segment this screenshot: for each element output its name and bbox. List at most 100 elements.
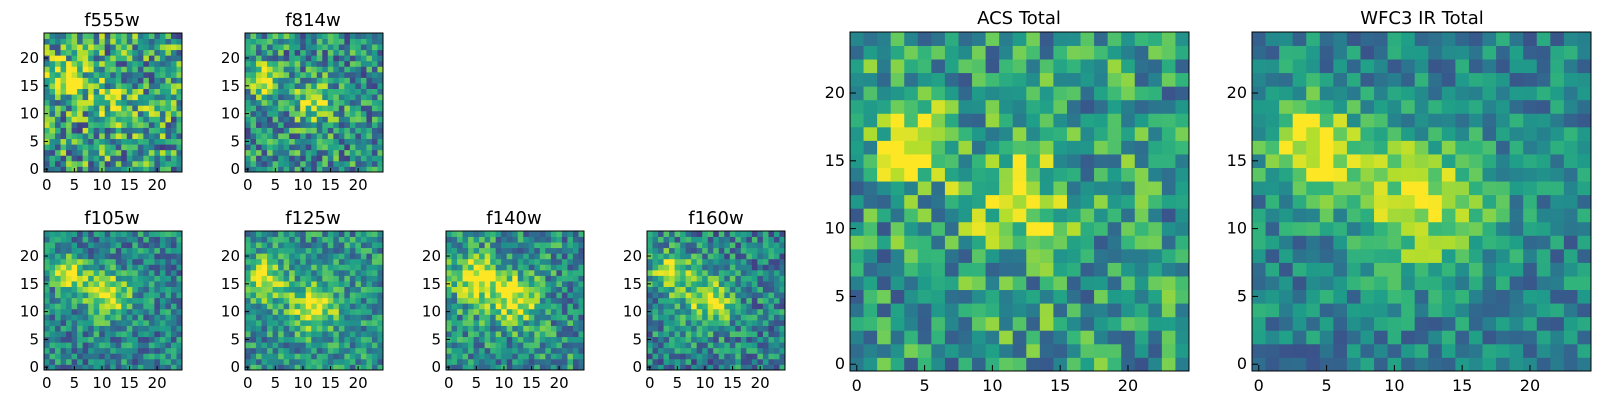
heatmap-cell bbox=[479, 258, 486, 265]
heatmap-cell bbox=[366, 121, 373, 128]
heatmap-cell bbox=[685, 247, 692, 254]
heatmap-cell bbox=[261, 66, 268, 73]
heatmap-cell bbox=[71, 314, 78, 321]
heatmap-cell bbox=[501, 247, 508, 254]
heatmap-cell bbox=[66, 364, 72, 371]
heatmap-cell bbox=[66, 281, 72, 287]
heatmap-cell bbox=[294, 364, 301, 371]
heatmap-cell bbox=[148, 342, 155, 349]
heatmap-cell bbox=[261, 155, 268, 162]
heatmap-cell bbox=[1175, 86, 1190, 101]
heatmap-cell bbox=[126, 49, 133, 56]
heatmap-cell bbox=[904, 303, 919, 318]
heatmap-cell bbox=[479, 269, 486, 276]
heatmap-cell bbox=[132, 308, 139, 315]
heatmap-cell bbox=[877, 357, 892, 372]
heatmap-cell bbox=[702, 281, 709, 287]
heatmap-cell bbox=[484, 303, 491, 310]
heatmap-cell bbox=[958, 262, 973, 277]
heatmap-cell bbox=[702, 236, 709, 243]
heatmap-cell bbox=[250, 275, 257, 282]
heatmap-cell bbox=[55, 364, 61, 371]
heatmap-cell bbox=[55, 281, 61, 287]
heatmap-cell bbox=[985, 126, 1000, 141]
heatmap-cell bbox=[1252, 343, 1266, 358]
heatmap-cell bbox=[877, 194, 892, 209]
heatmap-cell bbox=[55, 303, 61, 310]
heatmap-cell bbox=[1346, 154, 1361, 168]
heatmap-cell bbox=[702, 253, 709, 260]
heatmap-cell bbox=[1066, 276, 1081, 291]
heatmap-cell bbox=[539, 286, 546, 293]
heatmap-cell bbox=[724, 336, 731, 343]
heatmap-cell bbox=[958, 289, 973, 304]
heatmap-cell bbox=[484, 264, 491, 271]
heatmap-cell bbox=[66, 319, 72, 326]
heatmap-cell bbox=[333, 247, 340, 254]
heatmap-cell bbox=[904, 289, 919, 304]
heatmap-cell bbox=[917, 303, 932, 318]
heatmap-cell bbox=[890, 72, 905, 87]
heatmap-cell bbox=[338, 110, 345, 117]
heatmap-cell bbox=[176, 55, 183, 62]
heatmap-cell bbox=[495, 364, 502, 371]
heatmap-cell bbox=[724, 281, 731, 287]
heatmap-cell bbox=[93, 160, 100, 167]
heatmap-cell bbox=[931, 208, 946, 223]
heatmap-cell bbox=[338, 253, 345, 260]
heatmap-cell bbox=[289, 281, 296, 287]
heatmap-cell bbox=[143, 160, 150, 167]
heatmap-cell bbox=[658, 275, 664, 282]
heatmap-cell bbox=[451, 336, 458, 343]
heatmap-cell bbox=[972, 343, 986, 358]
heatmap-cell bbox=[104, 77, 111, 84]
heatmap-cell bbox=[567, 336, 574, 343]
heatmap-cell bbox=[572, 281, 579, 287]
heatmap-cell bbox=[1536, 181, 1551, 196]
heatmap-cell bbox=[159, 247, 166, 254]
heatmap-cell bbox=[985, 154, 1000, 168]
heatmap-cell bbox=[652, 264, 659, 271]
heatmap-cell bbox=[1509, 221, 1524, 236]
heatmap-cell bbox=[1563, 357, 1578, 372]
heatmap-cell bbox=[702, 247, 709, 254]
heatmap-cell bbox=[479, 364, 486, 371]
heatmap-cell bbox=[121, 71, 128, 78]
heatmap-cell bbox=[647, 342, 653, 349]
heatmap-cell bbox=[762, 319, 769, 326]
heatmap-cell bbox=[71, 105, 78, 112]
heatmap-cell bbox=[132, 297, 139, 304]
heatmap-cell bbox=[104, 269, 111, 276]
heatmap-cell bbox=[333, 121, 340, 128]
heatmap-cell bbox=[1121, 45, 1136, 60]
axes-frame bbox=[43, 32, 183, 173]
heatmap-cell bbox=[349, 269, 356, 276]
heatmap-cell bbox=[850, 113, 864, 128]
heatmap-cell bbox=[245, 353, 251, 360]
heatmap-cell bbox=[972, 86, 986, 101]
heatmap-cell bbox=[44, 342, 50, 349]
heatmap-cell bbox=[556, 358, 563, 365]
heatmap-cell bbox=[501, 336, 508, 343]
heatmap-cell bbox=[1401, 357, 1416, 372]
heatmap-cell bbox=[126, 144, 133, 151]
heatmap-cell bbox=[746, 342, 753, 349]
heatmap-cell bbox=[104, 166, 111, 173]
heatmap-cell bbox=[126, 83, 133, 89]
heatmap-cell bbox=[578, 347, 585, 354]
heatmap-cell bbox=[170, 303, 177, 310]
heatmap-cell bbox=[658, 303, 664, 310]
heatmap-cell bbox=[77, 297, 84, 304]
heatmap-cell bbox=[49, 99, 56, 106]
heatmap-cell bbox=[165, 269, 172, 276]
heatmap-cell bbox=[333, 88, 340, 95]
heatmap-cell bbox=[735, 342, 742, 349]
heatmap-cell bbox=[289, 149, 296, 156]
heatmap-cell bbox=[344, 231, 351, 237]
heatmap-cell bbox=[261, 99, 268, 106]
heatmap-cell bbox=[702, 319, 709, 326]
heatmap-cell bbox=[371, 88, 378, 95]
heatmap-cell bbox=[60, 303, 67, 310]
heatmap-cell bbox=[121, 253, 128, 260]
heatmap-cell bbox=[1509, 208, 1524, 223]
